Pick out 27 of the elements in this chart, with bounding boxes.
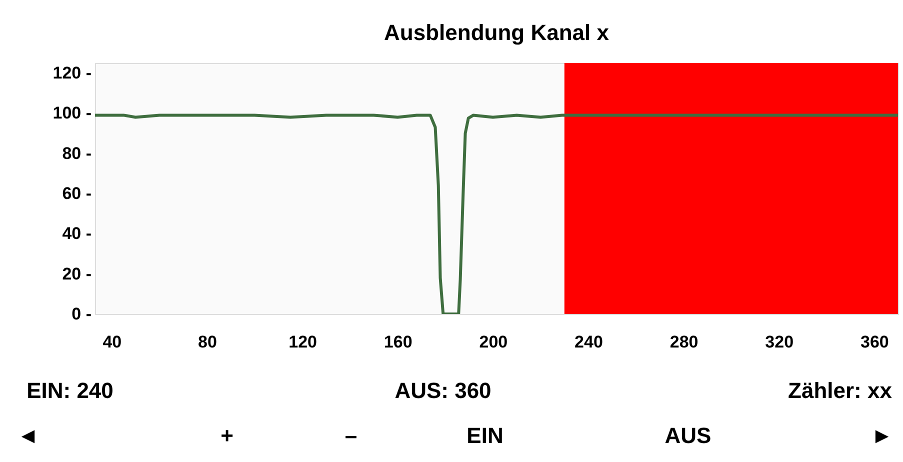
y-tick-label: 20 - bbox=[62, 264, 92, 284]
text: – bbox=[344, 423, 358, 449]
y-tick-label: 60 - bbox=[62, 184, 92, 204]
y-tick-label: 120 - bbox=[52, 64, 92, 83]
x-tick-label: 240 bbox=[574, 332, 603, 352]
text: AUS: 360 bbox=[394, 378, 492, 404]
text: EIN: 240 bbox=[26, 378, 114, 404]
line-series bbox=[95, 114, 898, 314]
text: AUS bbox=[664, 423, 712, 449]
x-tick-label: 40 bbox=[102, 332, 122, 352]
text: + bbox=[220, 423, 234, 449]
text: Zähler: xx bbox=[788, 378, 892, 404]
y-tick-label: 80 - bbox=[62, 144, 92, 163]
y-tick-label: 40 - bbox=[62, 224, 92, 244]
x-tick-label: 200 bbox=[479, 332, 508, 352]
y-tick-label: 0 - bbox=[72, 304, 92, 324]
y-tick-label: 100 - bbox=[52, 104, 92, 123]
x-tick-label: 280 bbox=[670, 332, 698, 352]
x-tick-label: 160 bbox=[384, 332, 412, 352]
x-tick-label: 320 bbox=[765, 332, 794, 352]
text: ► bbox=[871, 423, 893, 449]
x-tick-label: 360 bbox=[860, 332, 889, 352]
x-tick-label: 80 bbox=[198, 332, 217, 352]
text: ◄ bbox=[17, 423, 39, 449]
text: EIN bbox=[466, 423, 504, 449]
x-tick-label: 120 bbox=[288, 332, 317, 352]
chart-title: Ausblendung Kanal x bbox=[384, 20, 610, 45]
